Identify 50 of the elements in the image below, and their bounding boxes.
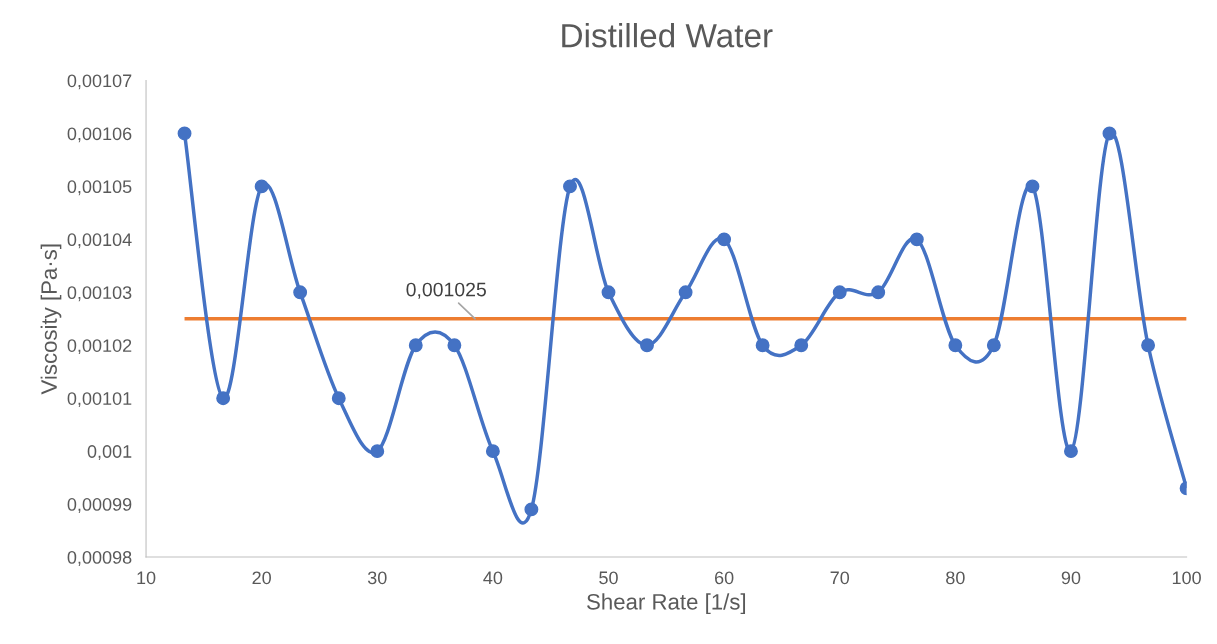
- point: [871, 285, 886, 300]
- y-tick-label: 0,00102: [67, 339, 132, 355]
- point: [794, 338, 809, 353]
- point: [370, 444, 385, 459]
- x-tick-label: 50: [599, 571, 618, 585]
- point: [254, 179, 269, 194]
- point: [293, 285, 308, 300]
- point: [563, 179, 577, 194]
- point: [447, 338, 462, 353]
- point: [177, 126, 192, 141]
- x-tick-label: 70: [830, 571, 850, 585]
- x-tick-label: 10: [137, 571, 156, 585]
- y-tick-label: 0,00106: [67, 127, 132, 143]
- x-tick-label: 90: [1061, 571, 1081, 585]
- y-axis-title: Viscosity [Pa·s]: [40, 244, 62, 395]
- point: [986, 338, 1001, 353]
- y-tick-label: 0,00101: [67, 392, 132, 408]
- x-tick-label: 30: [367, 571, 387, 585]
- point: [755, 338, 770, 353]
- ref-line-label: 0,001025: [406, 282, 486, 299]
- chart-title: Distilled Water: [562, 23, 773, 48]
- point: [216, 391, 231, 406]
- point: [1025, 179, 1040, 194]
- point: [1064, 444, 1078, 459]
- point: [640, 338, 654, 353]
- point: [717, 232, 732, 247]
- y-tick-label: 0,00105: [67, 180, 132, 196]
- point: [1102, 126, 1117, 141]
- x-tick-label: 100: [1172, 571, 1201, 585]
- x-tick-label: 40: [483, 571, 503, 585]
- x-tick-label: 80: [946, 571, 965, 585]
- y-tick-label: 0,00104: [67, 233, 132, 249]
- point: [601, 285, 616, 300]
- point: [524, 502, 539, 517]
- point: [678, 285, 693, 300]
- point: [909, 232, 924, 247]
- point: [485, 444, 500, 459]
- y-tick-label: 0,00099: [67, 498, 132, 513]
- point: [948, 338, 963, 353]
- y-tick-label: 0,00103: [67, 286, 132, 302]
- y-tick-label: 0,001: [87, 445, 132, 461]
- point: [408, 338, 423, 353]
- x-tick-label: 60: [714, 571, 734, 585]
- x-axis-title: Shear Rate [1/s]: [587, 593, 746, 615]
- y-tick-label: 0,00107: [67, 74, 132, 90]
- y-tick-label: 0,00098: [67, 550, 132, 566]
- point: [331, 391, 346, 406]
- x-tick-label: 20: [252, 571, 271, 585]
- point: [832, 285, 847, 300]
- point: [1141, 338, 1156, 353]
